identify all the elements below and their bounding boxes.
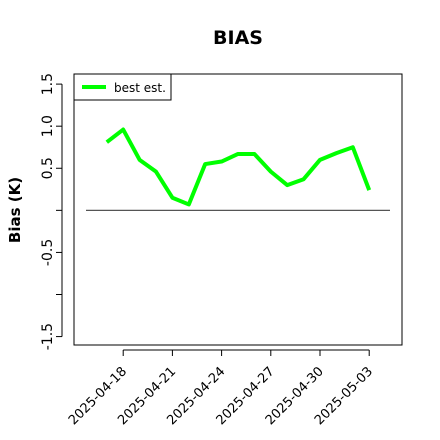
y-tick-label: 1.5 (40, 73, 56, 95)
y-axis-label: Bias (K) (6, 177, 24, 243)
legend-label: best est. (114, 81, 166, 95)
chart-title: BIAS (213, 27, 263, 49)
y-tick-label: -1.5 (40, 323, 56, 350)
y-tick-label: -0.5 (40, 239, 56, 266)
y-tick-label: 1.0 (40, 115, 56, 137)
y-tick-label: 0.5 (40, 157, 56, 179)
plot-frame (73, 73, 403, 346)
data-line (105, 127, 372, 207)
